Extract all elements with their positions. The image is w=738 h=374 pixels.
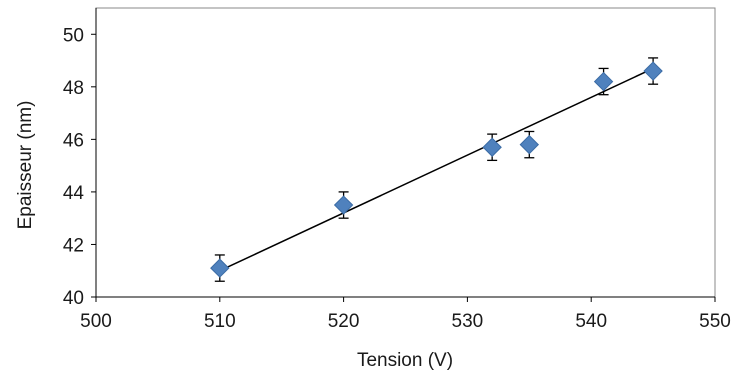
x-axis-title: Tension (V) — [357, 350, 453, 371]
data-point-group — [210, 254, 230, 282]
y-tick-label: 40 — [63, 288, 84, 309]
x-tick-label: 540 — [575, 311, 607, 332]
data-point — [593, 71, 614, 92]
plot-area — [95, 7, 716, 298]
y-tick-label: 46 — [63, 130, 84, 151]
y-tick-label: 44 — [63, 183, 85, 204]
x-tick-label: 530 — [452, 311, 484, 332]
data-point-group — [333, 191, 354, 219]
y-tick-label: 48 — [63, 78, 84, 99]
y-axis-ticks: 40 42 44 46 48 50 — [63, 25, 96, 309]
data-point-group — [519, 130, 540, 159]
data-point — [210, 258, 230, 278]
x-axis-ticks: 500 510 520 530 540 550 — [80, 297, 731, 332]
data-point — [482, 137, 502, 157]
x-tick-label: 500 — [80, 311, 112, 332]
data-point — [333, 195, 354, 215]
data-point-group — [482, 133, 502, 162]
plot-frame — [95, 7, 716, 298]
data-point — [643, 61, 663, 81]
y-tick-label: 42 — [63, 235, 84, 256]
x-tick-label: 550 — [699, 311, 731, 332]
trendline — [219, 67, 654, 272]
data-point-group — [643, 57, 663, 85]
x-tick-label: 510 — [204, 311, 236, 332]
y-axis-title: Epaisseur (nm) — [15, 101, 36, 230]
x-tick-label: 520 — [328, 311, 360, 332]
data-point-group — [593, 67, 614, 96]
y-tick-label: 50 — [63, 25, 84, 46]
data-point — [519, 134, 540, 155]
